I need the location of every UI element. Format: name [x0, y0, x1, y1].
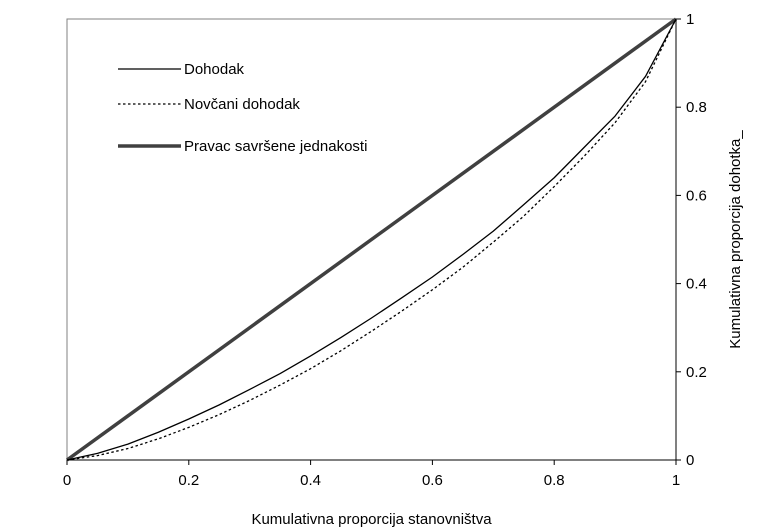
y-tick-label: 0 [686, 452, 694, 469]
y-axis-ticks: 0 0.2 0.4 0.6 0.8 1 [676, 11, 707, 469]
legend-novcani-dohodak-label: Novčani dohodak [184, 96, 300, 113]
x-tick-label: 0.2 [178, 472, 199, 489]
x-tick-label: 1 [672, 472, 680, 489]
x-tick-label: 0.4 [300, 472, 321, 489]
y-tick-label: 0.2 [686, 364, 707, 381]
series-group [65, 17, 678, 462]
y-tick-label: 0.4 [686, 276, 707, 293]
x-tick-label: 0 [63, 472, 71, 489]
y-tick-label: 1 [686, 11, 694, 28]
x-axis-ticks: 0 0.2 0.4 0.6 0.8 1 [63, 460, 680, 489]
novcani-dohodak-curve [66, 18, 677, 461]
equality-line [65, 17, 678, 462]
legend-equality-line-label: Pravac savršene jednakosti [184, 138, 367, 155]
y-axis-title: Kumulativna proporcija dohotka_ [727, 130, 744, 349]
legend: Dohodak Novčani dohodak Pravac savršene je… [118, 61, 367, 155]
x-tick-label: 0.6 [422, 472, 443, 489]
x-tick-label: 0.8 [544, 472, 565, 489]
x-axis-title: Kumulativna proporcija stanovništva [251, 511, 492, 528]
legend-dohodak-label: Dohodak [184, 61, 245, 78]
y-tick-label: 0.6 [686, 187, 707, 204]
y-tick-label: 0.8 [686, 99, 707, 116]
dohodak-curve [66, 18, 677, 461]
